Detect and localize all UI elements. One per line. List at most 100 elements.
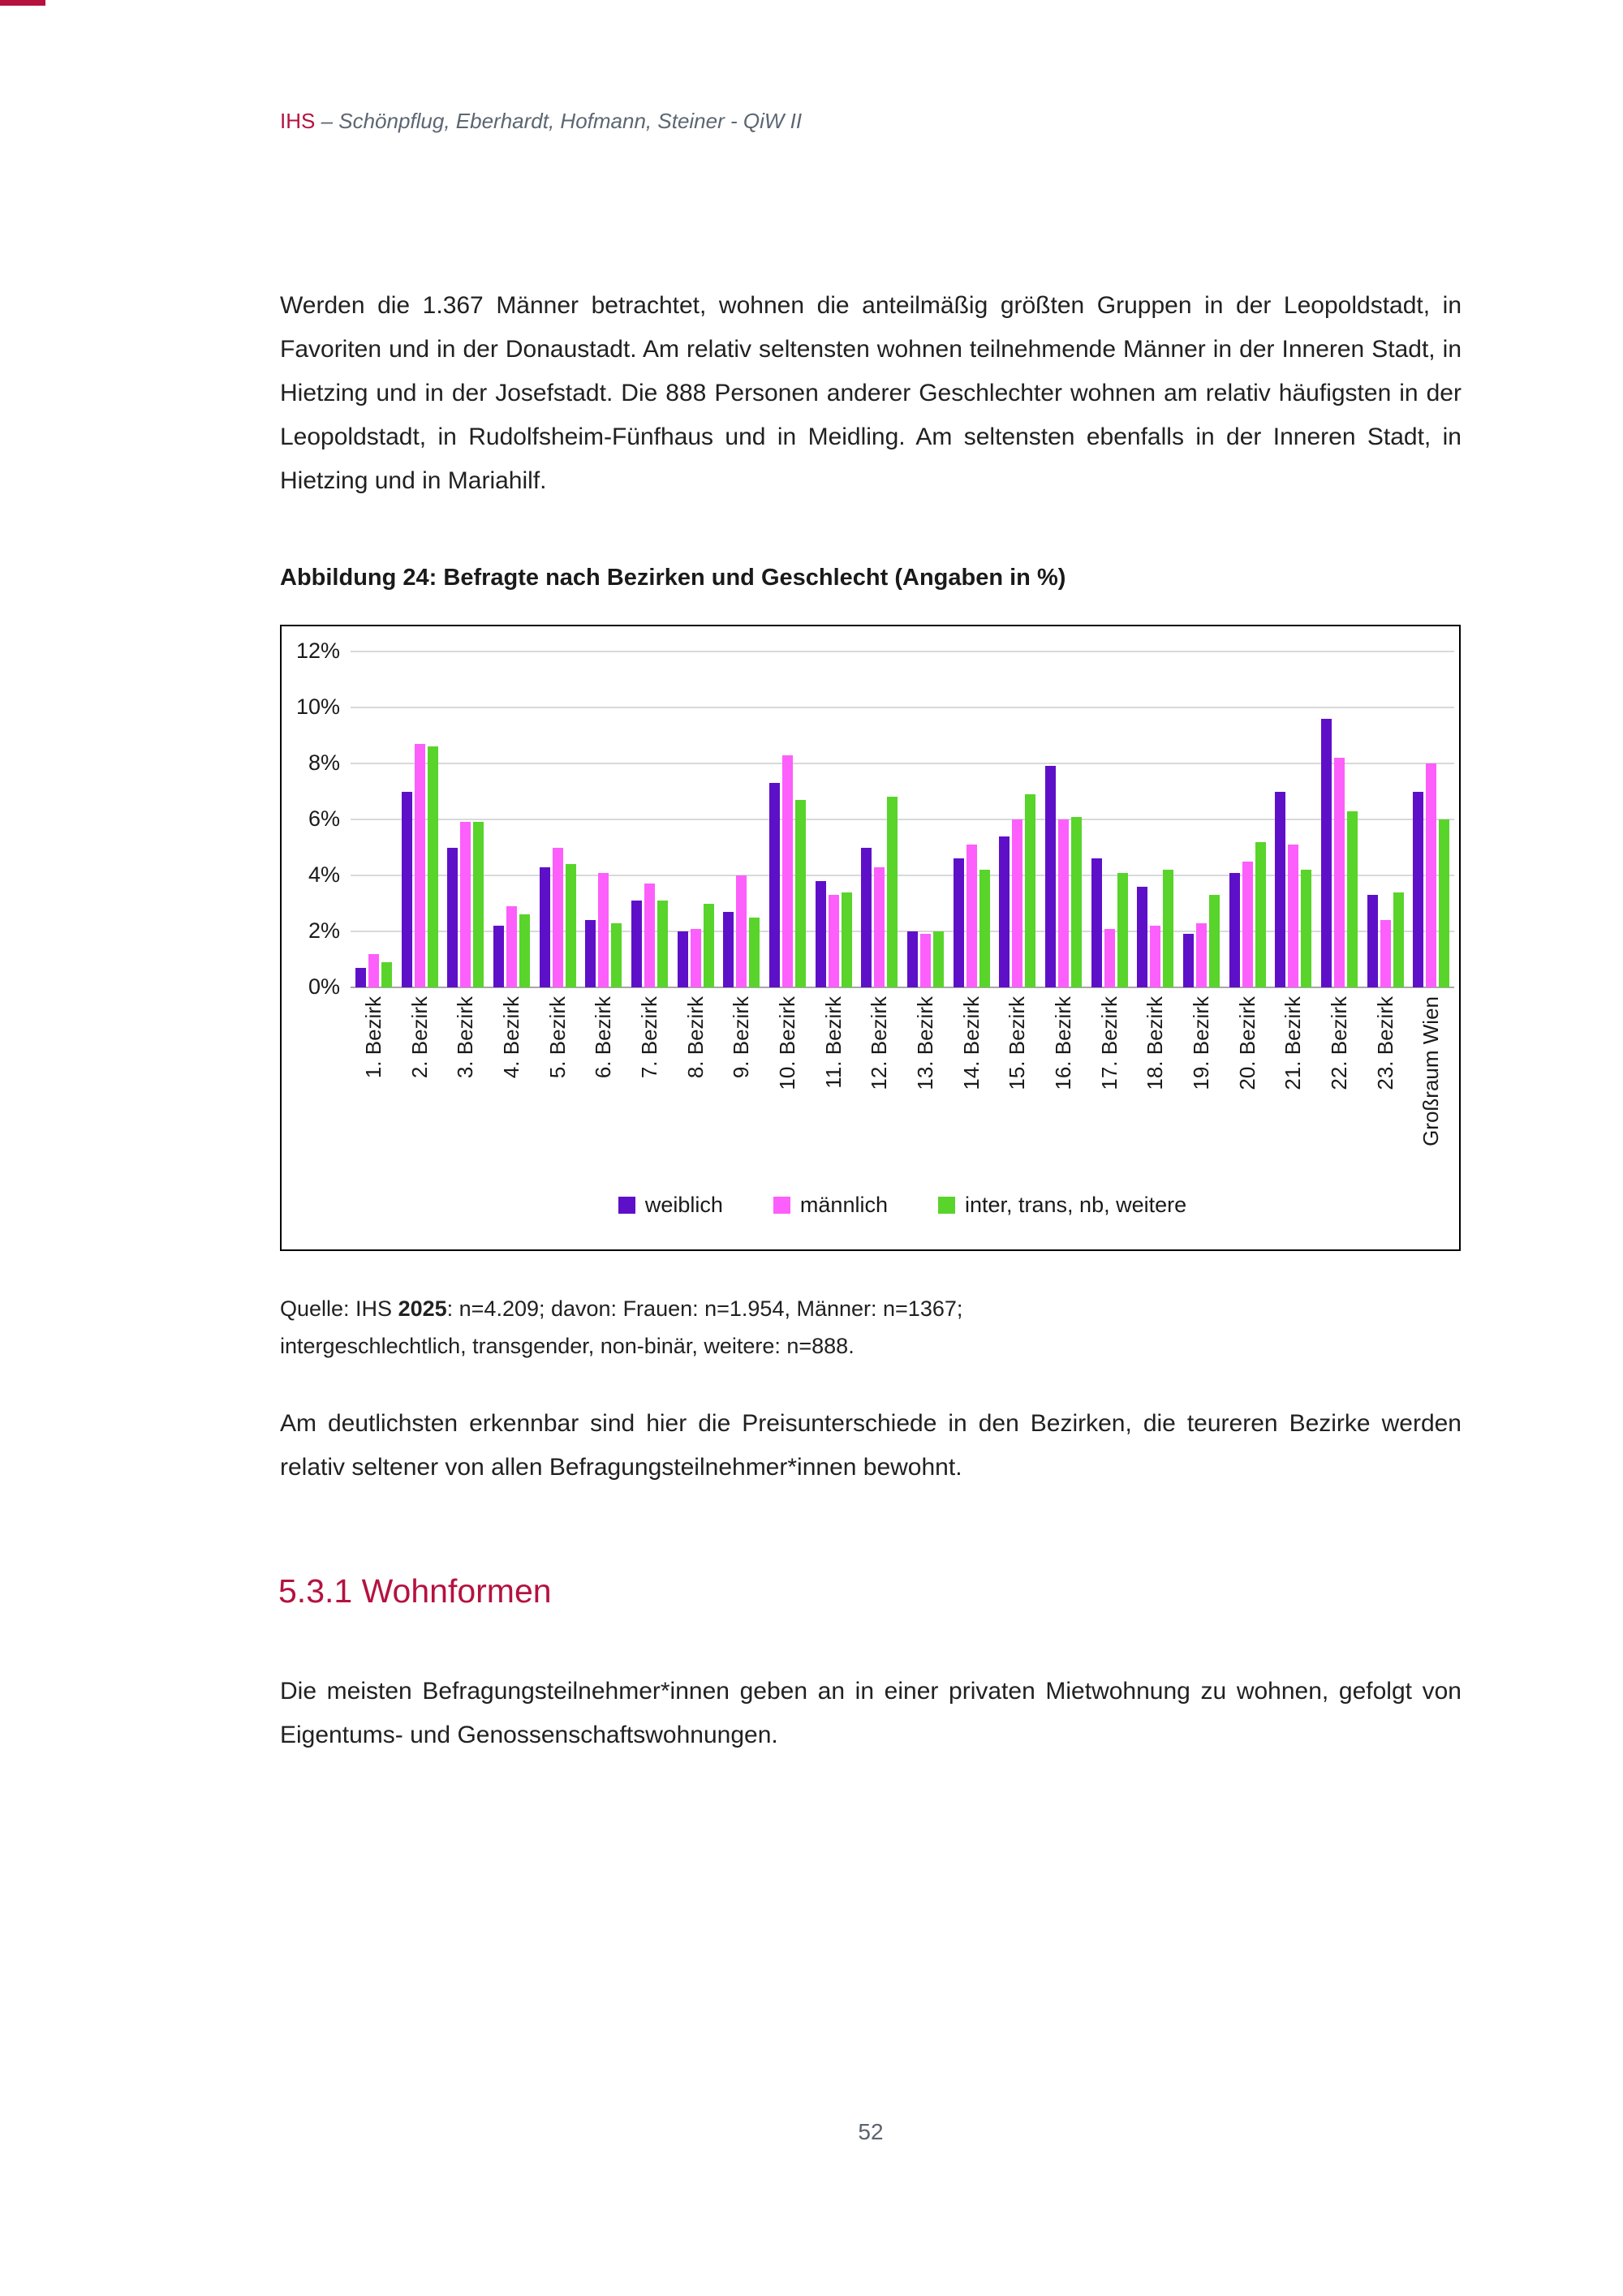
bar-m-nnlich — [598, 872, 609, 987]
x-axis-label-text: 23. Bezirk — [1372, 996, 1397, 1090]
bar-group — [1408, 651, 1454, 987]
bar-inter-trans-nb-weitere — [794, 799, 806, 987]
bar-group — [535, 651, 581, 987]
x-axis-label: 17. Bezirk — [1087, 996, 1133, 1189]
bar-group — [902, 651, 949, 987]
bar-inter-trans-nb-weitere — [381, 961, 392, 987]
legend-swatch — [773, 1197, 790, 1214]
x-axis-label: 7. Bezirk — [626, 996, 673, 1189]
y-tick-label: 4% — [308, 862, 340, 887]
bar-m-nnlich — [1057, 819, 1069, 987]
legend-item: weiblich — [618, 1193, 723, 1218]
bar-inter-trans-nb-weitere — [887, 797, 898, 987]
bar-group — [1363, 651, 1409, 987]
header-authors: – Schönpflug, Eberhardt, Hofmann, Steine… — [315, 109, 803, 133]
legend-label: inter, trans, nb, weitere — [964, 1193, 1187, 1217]
bar-weiblich — [906, 931, 918, 987]
x-axis-line — [351, 987, 1454, 988]
x-axis-label-text: 1. Bezirk — [360, 996, 385, 1079]
bars-row — [351, 651, 1454, 987]
x-axis-label-text: 21. Bezirk — [1281, 996, 1306, 1090]
bar-m-nnlich — [1012, 819, 1023, 987]
bar-group — [1040, 651, 1087, 987]
bar-group — [1270, 651, 1316, 987]
bar-m-nnlich — [1195, 922, 1207, 987]
bar-weiblich — [631, 901, 642, 987]
figure-caption: Abbildung 24: Befragte nach Bezirken und… — [280, 565, 1066, 591]
header-brand: IHS — [280, 109, 316, 133]
bar-group — [718, 651, 764, 987]
bar-m-nnlich — [644, 884, 655, 987]
x-axis-label-text: 20. Bezirk — [1234, 996, 1259, 1090]
x-axis-label: 14. Bezirk — [949, 996, 995, 1189]
bar-group — [994, 651, 1040, 987]
x-axis-label-text: 7. Bezirk — [636, 996, 661, 1079]
bar-weiblich — [861, 847, 872, 987]
bar-m-nnlich — [414, 743, 425, 987]
bar-m-nnlich — [1288, 845, 1299, 987]
x-axis-label-text: 5. Bezirk — [545, 996, 570, 1079]
bar-weiblich — [1320, 718, 1332, 987]
x-axis-label-text: 3. Bezirk — [453, 996, 478, 1079]
x-axis-label-text: 19. Bezirk — [1188, 996, 1213, 1090]
bar-inter-trans-nb-weitere — [1208, 895, 1220, 987]
bar-weiblich — [999, 836, 1010, 987]
bar-m-nnlich — [919, 934, 931, 987]
gridline — [351, 931, 1454, 932]
bar-weiblich — [355, 967, 366, 987]
x-axis-label: 5. Bezirk — [535, 996, 581, 1189]
x-axis-label: 19. Bezirk — [1178, 996, 1225, 1189]
y-tick-label: 10% — [295, 694, 340, 719]
x-axis-label: 3. Bezirk — [442, 996, 489, 1189]
x-axis-label-text: 12. Bezirk — [867, 996, 892, 1090]
bar-inter-trans-nb-weitere — [1070, 816, 1082, 987]
bar-inter-trans-nb-weitere — [473, 822, 484, 987]
bar-group — [949, 651, 995, 987]
section-heading: 5.3.1 Wohnformen — [278, 1572, 552, 1610]
bar-group — [811, 651, 857, 987]
bar-group — [856, 651, 902, 987]
bar-weiblich — [401, 791, 412, 987]
page-corner-mark — [0, 0, 45, 6]
bar-group — [673, 651, 719, 987]
legend-label: männlich — [799, 1193, 888, 1217]
legend-swatch — [618, 1197, 635, 1214]
bar-inter-trans-nb-weitere — [1439, 819, 1450, 987]
bar-m-nnlich — [781, 755, 793, 987]
bar-group — [580, 651, 626, 987]
x-axis-label: 9. Bezirk — [718, 996, 764, 1189]
bar-weiblich — [723, 911, 734, 987]
x-axis-label: 11. Bezirk — [811, 996, 857, 1189]
x-axis-label: Großraum Wien — [1408, 996, 1454, 1189]
bar-weiblich — [677, 931, 688, 987]
legend-item: männlich — [773, 1193, 888, 1218]
paragraph-prices: Am deutlichsten erkennbar sind hier die … — [280, 1410, 1462, 1481]
bar-weiblich — [815, 880, 826, 987]
bar-weiblich — [768, 783, 780, 987]
gridline — [351, 763, 1454, 764]
x-axis-label-text: 11. Bezirk — [820, 996, 846, 1089]
bar-group — [1087, 651, 1133, 987]
bar-weiblich — [1229, 872, 1240, 987]
bar-weiblich — [1413, 791, 1424, 987]
bar-weiblich — [447, 847, 458, 987]
x-axis-label: 20. Bezirk — [1225, 996, 1271, 1189]
bar-inter-trans-nb-weitere — [1255, 841, 1266, 987]
bar-weiblich — [585, 920, 596, 987]
gridline — [351, 651, 1454, 652]
x-axis-label-text: 10. Bezirk — [774, 996, 799, 1090]
x-axis-label-text: 8. Bezirk — [682, 996, 708, 1079]
x-axis-label: 21. Bezirk — [1270, 996, 1316, 1189]
bar-group — [1225, 651, 1271, 987]
bar-weiblich — [953, 858, 964, 987]
x-axis-label: 23. Bezirk — [1363, 996, 1409, 1189]
x-axis-label-text: 13. Bezirk — [912, 996, 937, 1090]
legend-label: weiblich — [644, 1193, 723, 1217]
x-axis-label-text: 4. Bezirk — [498, 996, 523, 1079]
x-axis-label-text: 17. Bezirk — [1096, 996, 1121, 1090]
bar-m-nnlich — [874, 866, 885, 987]
bar-m-nnlich — [966, 845, 977, 987]
gridline — [351, 819, 1454, 820]
bar-inter-trans-nb-weitere — [1163, 870, 1174, 987]
